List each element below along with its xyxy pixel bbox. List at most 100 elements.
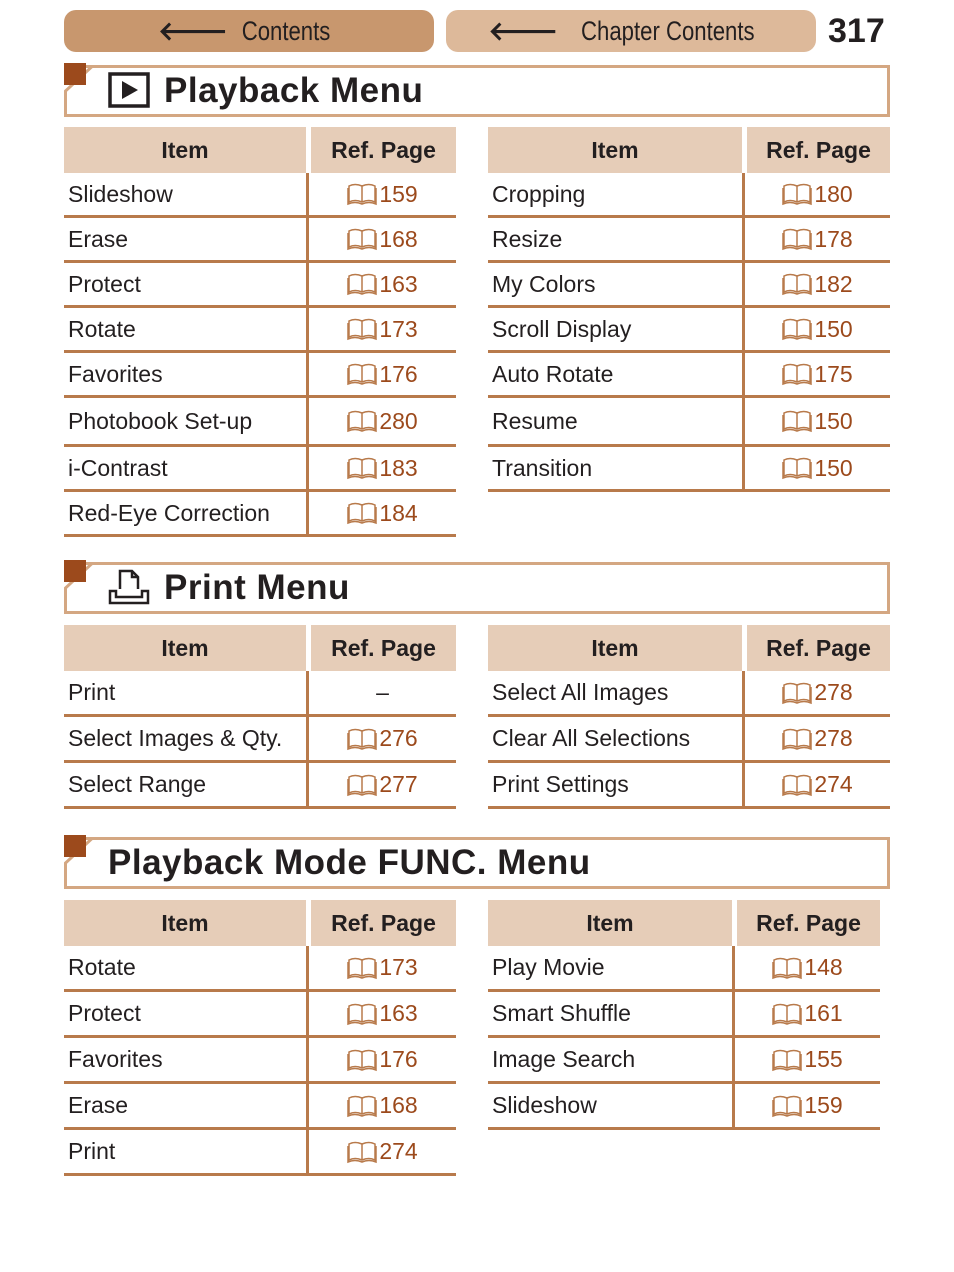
table-row: Play Movie 148 <box>488 946 880 992</box>
column-header-ref-page: Ref. Page <box>311 625 456 671</box>
ref-page-link[interactable]: 168 <box>309 218 456 260</box>
table-row: Resume 150 <box>488 398 890 447</box>
print-icon <box>108 569 150 605</box>
ref-page-link[interactable]: 148 <box>735 946 880 989</box>
book-icon <box>782 728 813 750</box>
table-row: Select Range 277 <box>64 763 456 809</box>
ref-page-number: 173 <box>379 315 418 342</box>
ref-page-link[interactable]: 176 <box>309 1038 456 1081</box>
table-row: Print – <box>64 671 456 717</box>
section-title: Print Menu <box>108 568 350 608</box>
ref-page-link[interactable]: 182 <box>745 263 890 305</box>
book-icon <box>772 1003 803 1025</box>
column-header-item: Item <box>64 127 306 173</box>
book-icon <box>347 728 378 750</box>
left-table: Item Ref. Page Rotate 173 Protect 163 Favorite… <box>64 900 456 1176</box>
section-marker <box>64 63 86 85</box>
chapter-contents-button[interactable]: 🡐 Chapter Contents <box>446 10 816 52</box>
ref-page-number: 168 <box>379 225 418 252</box>
item-name: Erase <box>64 1084 309 1127</box>
book-icon <box>782 183 813 206</box>
table-row: Slideshow 159 <box>64 173 456 218</box>
section-title-text: Playback Menu <box>164 71 424 110</box>
ref-page-link[interactable]: 163 <box>309 992 456 1035</box>
ref-page-link[interactable]: 278 <box>745 717 890 760</box>
ref-page-link[interactable]: 274 <box>309 1130 456 1173</box>
ref-page-number: 176 <box>379 360 418 387</box>
item-name: Auto Rotate <box>488 353 745 395</box>
ref-page-number: 175 <box>814 360 853 387</box>
arrow-left-icon: 🡐 <box>158 15 228 46</box>
ref-page-link[interactable]: 150 <box>745 308 890 350</box>
ref-page-link[interactable]: 278 <box>745 671 890 714</box>
item-name: Select All Images <box>488 671 745 714</box>
ref-page-link[interactable]: 159 <box>735 1084 880 1127</box>
ref-page-link[interactable]: 184 <box>309 492 456 534</box>
column-header-item: Item <box>488 900 732 946</box>
ref-page-link[interactable]: 159 <box>309 173 456 215</box>
ref-page-link[interactable]: 280 <box>309 398 456 444</box>
table-row: Rotate 173 <box>64 308 456 353</box>
ref-page-number: 168 <box>379 1092 418 1118</box>
ref-page-link[interactable]: 175 <box>745 353 890 395</box>
ref-page-link[interactable]: 173 <box>309 946 456 989</box>
item-name: Select Range <box>64 763 309 806</box>
ref-page-number: 278 <box>814 725 853 751</box>
column-header-ref-page: Ref. Page <box>311 127 456 173</box>
ref-page-link: – <box>309 671 456 714</box>
table-header: Item Ref. Page <box>488 127 890 173</box>
ref-page-link[interactable]: 163 <box>309 263 456 305</box>
ref-page-link[interactable]: 161 <box>735 992 880 1035</box>
item-name: Slideshow <box>64 173 309 215</box>
table-row: Protect 163 <box>64 263 456 308</box>
book-icon <box>772 957 803 979</box>
table-row: Favorites 176 <box>64 353 456 398</box>
table-row: Print 274 <box>64 1130 456 1176</box>
ref-page-link[interactable]: 178 <box>745 218 890 260</box>
ref-page-link[interactable]: 183 <box>309 447 456 489</box>
ref-page-link[interactable]: 277 <box>309 763 456 806</box>
table-header: Item Ref. Page <box>488 900 880 946</box>
item-name: Protect <box>64 263 309 305</box>
section-title-text: Playback Mode FUNC. Menu <box>108 843 591 882</box>
ref-page-number: 148 <box>804 954 843 980</box>
book-icon <box>347 228 378 251</box>
book-icon <box>772 1049 803 1071</box>
book-icon <box>782 410 813 433</box>
item-name: My Colors <box>488 263 745 305</box>
item-name: Image Search <box>488 1038 735 1081</box>
ref-page-number: 173 <box>379 954 418 980</box>
table-row: Resize 178 <box>488 218 890 263</box>
contents-button[interactable]: 🡐 Contents <box>64 10 434 52</box>
table-row: Clear All Selections 278 <box>488 717 890 763</box>
book-icon <box>782 774 813 796</box>
section-marker <box>64 560 86 582</box>
ref-page-number: 280 <box>379 407 418 434</box>
ref-page-number: 150 <box>814 454 853 481</box>
ref-page-number: – <box>376 679 389 705</box>
item-name: Favorites <box>64 353 309 395</box>
ref-page-link[interactable]: 155 <box>735 1038 880 1081</box>
ref-page-link[interactable]: 274 <box>745 763 890 806</box>
book-icon <box>782 363 813 386</box>
ref-page-link[interactable]: 150 <box>745 447 890 489</box>
ref-page-link[interactable]: 150 <box>745 398 890 444</box>
ref-page-link[interactable]: 276 <box>309 717 456 760</box>
item-name: Print Settings <box>488 763 745 806</box>
book-icon <box>782 273 813 296</box>
item-name: Print <box>64 1130 309 1173</box>
item-name: Scroll Display <box>488 308 745 350</box>
page-number: 317 <box>828 12 885 50</box>
table-header: Item Ref. Page <box>64 127 456 173</box>
ref-page-link[interactable]: 168 <box>309 1084 456 1127</box>
ref-page-link[interactable]: 176 <box>309 353 456 395</box>
ref-page-link[interactable]: 180 <box>745 173 890 215</box>
table-row: Image Search 155 <box>488 1038 880 1084</box>
table-row: Print Settings 274 <box>488 763 890 809</box>
ref-page-number: 159 <box>804 1092 843 1118</box>
book-icon <box>347 183 378 206</box>
table-row: Auto Rotate 175 <box>488 353 890 398</box>
ref-page-number: 278 <box>814 679 853 705</box>
ref-page-link[interactable]: 173 <box>309 308 456 350</box>
ref-page-number: 150 <box>814 407 853 434</box>
